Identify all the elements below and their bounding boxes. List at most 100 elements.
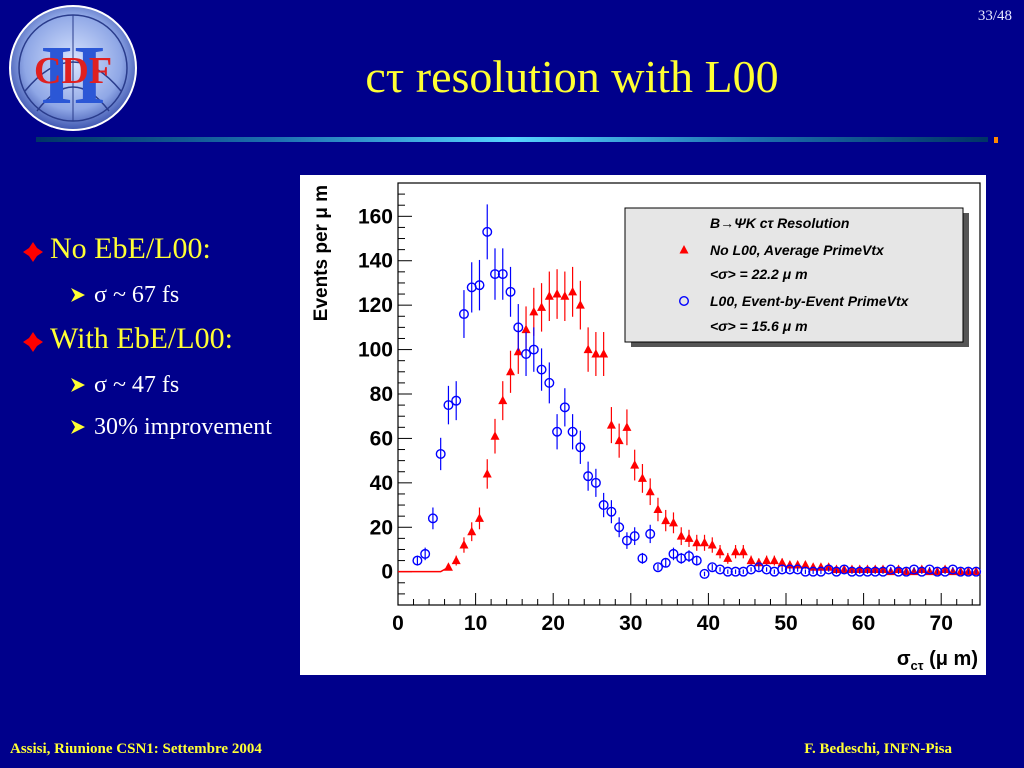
data-point-l00: [552, 426, 563, 437]
data-point-l00: [412, 555, 423, 566]
data-point-l00: [458, 309, 469, 320]
data-point-no-l00: [707, 540, 717, 549]
arrow-bullet-icon: [71, 420, 85, 434]
data-point-l00: [963, 566, 974, 577]
sub-bullet: 30% improvement: [22, 412, 302, 442]
data-point-l00: [800, 566, 811, 577]
data-point-l00: [420, 548, 431, 559]
data-point-no-l00: [855, 564, 865, 573]
slide-title: cτ resolution with L00: [365, 51, 779, 102]
data-point-no-l00: [630, 460, 640, 469]
sub-bullet-text: σ ~ 67 fs: [94, 282, 180, 308]
data-point-l00: [474, 280, 485, 291]
data-point-no-l00: [723, 553, 733, 562]
data-point-no-l00: [622, 422, 632, 431]
data-point-no-l00: [506, 366, 516, 376]
arrow-bullet-icon: [71, 378, 85, 392]
data-point-l00: [427, 513, 438, 524]
sub-bullet: σ ~ 47 fs: [22, 370, 302, 400]
fit-curve-tail: [398, 566, 449, 573]
legend-marker-triangle: [679, 245, 689, 254]
x-tick-label: 0: [392, 612, 404, 635]
data-point-no-l00: [878, 564, 888, 573]
data-point-l00: [660, 557, 671, 568]
data-point-l00: [668, 548, 679, 559]
x-axis-unit: (μ m): [924, 648, 978, 670]
sub-bullet: σ ~ 67 fs: [22, 280, 302, 310]
logo-roman-numeral: II: [40, 29, 105, 122]
data-point-no-l00: [521, 324, 531, 334]
data-point-no-l00: [614, 435, 624, 445]
data-point-l00: [451, 395, 462, 406]
data-point-no-l00: [894, 564, 904, 573]
x-tick-label: 70: [930, 612, 953, 635]
data-point-l00: [606, 506, 617, 517]
x-tick-label: 60: [852, 612, 875, 635]
data-point-l00: [621, 535, 632, 546]
data-point-no-l00: [537, 302, 547, 311]
x-axis-symbol: σ: [897, 648, 911, 670]
data-point-l00: [684, 551, 695, 562]
data-point-no-l00: [700, 537, 710, 547]
data-point-no-l00: [575, 300, 585, 309]
y-tick-label: 20: [370, 516, 393, 539]
data-point-no-l00: [490, 431, 500, 440]
data-point-l00: [730, 566, 741, 577]
data-point-no-l00: [544, 291, 554, 300]
data-point-no-l00: [661, 515, 671, 525]
data-point-no-l00: [800, 560, 810, 569]
legend-label: No L00, Average PrimeVtx: [710, 242, 885, 258]
data-point-no-l00: [684, 533, 694, 542]
data-point-l00: [691, 555, 702, 566]
data-point-l00: [544, 377, 555, 388]
data-point-no-l00: [599, 349, 609, 358]
y-axis-label: Events per μ m: [311, 185, 332, 321]
data-point-l00: [598, 500, 609, 511]
data-point-l00: [435, 448, 446, 459]
data-point-no-l00: [552, 289, 562, 298]
diamond-bullet-icon: [23, 242, 43, 262]
data-point-no-l00: [645, 486, 655, 496]
logo-letters: CDF: [34, 50, 112, 92]
data-point-no-l00: [676, 531, 686, 540]
data-point-no-l00: [653, 504, 663, 513]
data-point-no-l00: [692, 537, 702, 547]
data-point-no-l00: [862, 564, 872, 573]
legend-box: [624, 207, 964, 343]
x-tick-label: 10: [464, 612, 487, 635]
data-point-l00: [777, 564, 788, 575]
data-point-no-l00: [870, 564, 880, 573]
y-tick-label: 80: [370, 383, 393, 406]
data-point-l00: [652, 562, 663, 573]
arrow-bullet-icon: [71, 288, 85, 302]
bullet-label: No EbE/L00:: [50, 232, 211, 265]
data-point-no-l00: [467, 526, 477, 536]
data-point-no-l00: [637, 473, 647, 482]
data-point-no-l00: [731, 546, 741, 556]
legend-label: L00, Event-by-Event PrimeVtx: [710, 293, 910, 309]
sub-bullet-text: 30% improvement: [94, 414, 272, 440]
data-point-l00: [567, 426, 578, 437]
data-point-l00: [528, 344, 539, 355]
legend-sublabel: <σ> = 15.6 μ m: [710, 318, 808, 334]
data-point-l00: [513, 322, 524, 333]
data-point-no-l00: [451, 555, 461, 565]
bullet-with-l00: With EbE/L00:: [22, 322, 302, 356]
data-point-no-l00: [482, 468, 492, 478]
data-point-l00: [893, 566, 904, 577]
cdf-logo: II CDF: [9, 5, 137, 131]
data-point-no-l00: [831, 564, 841, 573]
data-point-no-l00: [762, 555, 772, 565]
resolution-histogram: 0 10 20 30 40 50 60 70 0 20 40 60 80 100 120 140 160 Even…: [311, 182, 982, 673]
data-point-no-l00: [459, 540, 469, 549]
y-tick-label: 160: [358, 205, 393, 228]
data-point-l00: [854, 566, 865, 577]
y-tick-label: 60: [370, 427, 393, 450]
data-point-l00: [955, 566, 966, 577]
chart-panel: 0 10 20 30 40 50 60 70 0 20 40 60 80 100 120 140 160 Even…: [300, 175, 986, 675]
data-point-l00: [482, 226, 493, 237]
footer-conference: Assisi, Riunione CSN1: Settembre 2004: [10, 741, 262, 757]
data-point-no-l00: [777, 557, 787, 567]
bullet-list: No EbE/L00: σ ~ 67 fs With EbE/L00: σ ~ …: [22, 232, 302, 454]
data-point-no-l00: [474, 513, 484, 522]
